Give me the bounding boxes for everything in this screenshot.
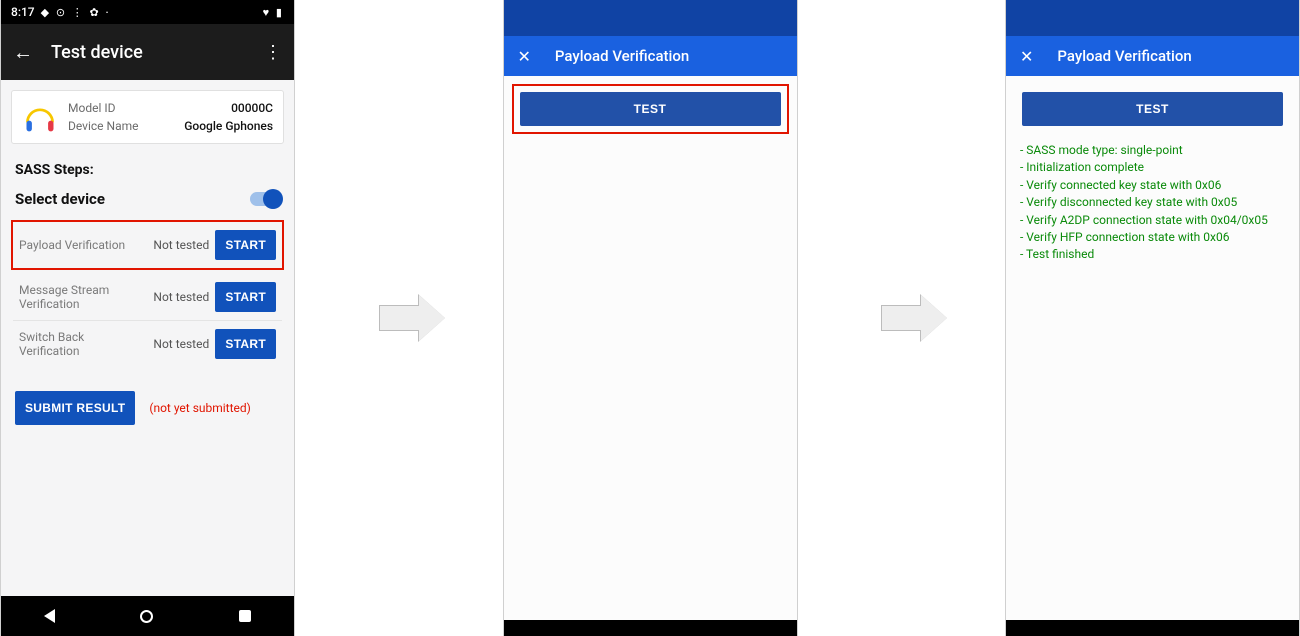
android-nav-bar: [1, 596, 294, 636]
screen-title: Payload Verification: [555, 47, 689, 65]
log-line: - Verify disconnected key state with 0x0…: [1020, 194, 1285, 211]
log-line: - Initialization complete: [1020, 159, 1285, 176]
device-card: Model ID 00000C Device Name Google Gphon…: [11, 90, 284, 144]
step-name: Payload Verification: [19, 238, 153, 252]
flow-arrow-2: [866, 0, 936, 636]
back-arrow-icon[interactable]: ←: [13, 40, 33, 65]
step-status: Not tested: [153, 290, 215, 304]
status-bar: 8:17 ◆ ⊙ ⋮ ✿ · ♥ ▮: [1, 0, 294, 24]
bottom-bar: [1006, 620, 1299, 636]
log-line: - SASS mode type: single-point: [1020, 142, 1285, 159]
step-name: Switch Back Verification: [19, 330, 153, 359]
submit-note: (not yet submitted): [149, 401, 251, 415]
submit-row: SUBMIT RESULT (not yet submitted): [1, 369, 294, 447]
more-icon[interactable]: ⋮: [264, 42, 282, 63]
test-button[interactable]: TEST: [1022, 92, 1283, 126]
nav-back-icon[interactable]: [44, 609, 55, 623]
log-line: - Verify HFP connection state with 0x06: [1020, 229, 1285, 246]
step-row-switch-back: Switch Back Verification Not tested STAR…: [13, 321, 282, 367]
status-icons-right: ♥ ▮: [263, 6, 284, 19]
phone-screen-3: ✕ Payload Verification TEST - SASS mode …: [1005, 0, 1300, 636]
content-area: TEST - SASS mode type: single-point - In…: [1006, 76, 1299, 620]
app-bar: ← Test device ⋮: [1, 24, 294, 80]
nav-recents-icon[interactable]: [239, 610, 251, 622]
step-status: Not tested: [153, 337, 215, 351]
model-id-value: 00000C: [231, 99, 273, 117]
step-row-payload: Payload Verification Not tested START: [13, 222, 282, 268]
blue-title-bar: ✕ Payload Verification: [1006, 36, 1299, 76]
blue-title-bar: ✕ Payload Verification: [504, 36, 797, 76]
blue-top-bar: [1006, 0, 1299, 36]
select-device-label: Select device: [15, 190, 105, 208]
app-bar-title: Test device: [51, 42, 264, 63]
bottom-bar: [504, 620, 797, 636]
model-id-label: Model ID: [68, 99, 115, 117]
close-icon[interactable]: ✕: [1020, 47, 1033, 66]
step-payload-row-highlight: Payload Verification Not tested START: [11, 220, 284, 270]
sass-steps-label: SASS Steps:: [1, 148, 294, 180]
device-name-value: Google Gphones: [184, 117, 273, 135]
headphones-icon: [22, 99, 58, 135]
phone-screen-2: ✕ Payload Verification TEST: [503, 0, 798, 636]
start-button-payload[interactable]: START: [215, 230, 276, 260]
log-line: - Test finished: [1020, 246, 1285, 263]
select-device-toggle[interactable]: [250, 192, 280, 206]
test-log: - SASS mode type: single-point - Initial…: [1020, 142, 1285, 264]
screen-title: Payload Verification: [1057, 47, 1191, 65]
blue-top-bar: [504, 0, 797, 36]
submit-result-button[interactable]: SUBMIT RESULT: [15, 391, 135, 425]
step-name: Message Stream Verification: [19, 283, 153, 312]
test-button-wrap: TEST: [1014, 84, 1291, 134]
nav-home-icon[interactable]: [140, 610, 153, 623]
device-name-label: Device Name: [68, 117, 139, 135]
status-icons-left: ◆ ⊙ ⋮ ✿ ·: [41, 6, 111, 19]
content-area: TEST: [504, 76, 797, 620]
start-button-switch-back[interactable]: START: [215, 329, 276, 359]
step-rest: Message Stream Verification Not tested S…: [11, 272, 284, 369]
test-button[interactable]: TEST: [520, 92, 781, 126]
close-icon[interactable]: ✕: [518, 47, 531, 66]
select-device-row: Select device: [1, 180, 294, 216]
flow-arrow-1: [364, 0, 434, 636]
step-status: Not tested: [153, 238, 215, 252]
step-row-message-stream: Message Stream Verification Not tested S…: [13, 274, 282, 321]
log-line: - Verify connected key state with 0x06: [1020, 177, 1285, 194]
log-line: - Verify A2DP connection state with 0x04…: [1020, 212, 1285, 229]
status-time: 8:17: [11, 5, 35, 19]
test-button-highlight: TEST: [512, 84, 789, 134]
phone-screen-1: 8:17 ◆ ⊙ ⋮ ✿ · ♥ ▮ ← Test device ⋮ Model…: [0, 0, 295, 636]
start-button-message-stream[interactable]: START: [215, 282, 276, 312]
